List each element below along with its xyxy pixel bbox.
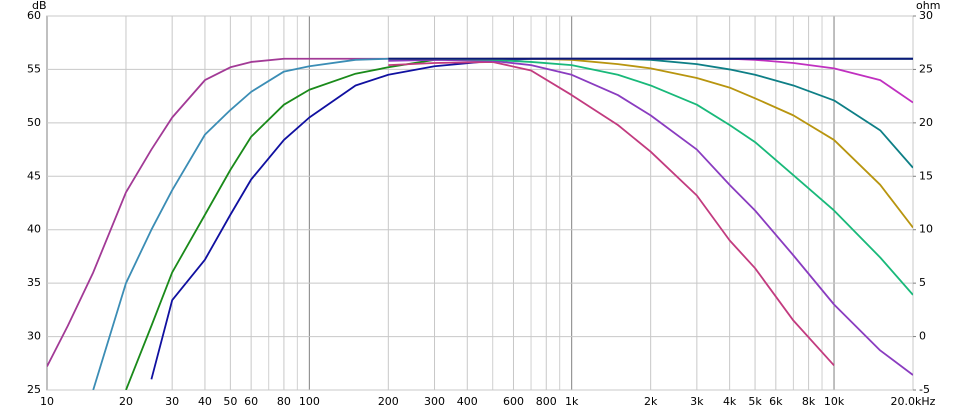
response-curve [388, 61, 835, 367]
y-tick-label: 40 [27, 223, 41, 236]
x-tick-label: 6k [769, 395, 783, 408]
y-tick-label: 35 [27, 276, 41, 289]
x-tick-label: 600 [503, 395, 524, 408]
y2-tick-label: 0 [919, 330, 926, 343]
y-tick-label: 60 [27, 9, 41, 22]
x-tick-label: 1k [565, 395, 579, 408]
y-tick-label: 25 [27, 383, 41, 396]
y-axis-label: dB [32, 0, 47, 12]
response-curve [388, 57, 913, 296]
x-tick-label: 80 [277, 395, 291, 408]
x-tick-label: 10k [824, 395, 845, 408]
x-tick-label: 10 [40, 395, 54, 408]
y-tick-label: 30 [27, 330, 41, 343]
x-tick-label: 400 [457, 395, 478, 408]
y2-tick-label: 15 [919, 169, 933, 182]
response-curve [388, 58, 913, 376]
x-tick-label: 30 [165, 395, 179, 408]
x-tick-label: 2k [644, 395, 658, 408]
y2-tick-label: -5 [919, 383, 930, 396]
x-tick-label: 3k [690, 395, 704, 408]
x-tick-label: 4k [723, 395, 737, 408]
x-tick-label: 50 [223, 395, 237, 408]
x-tick-label: 40 [198, 395, 212, 408]
x-tick-label: 200 [378, 395, 399, 408]
x-tick-label: 100 [299, 395, 320, 408]
y2-tick-label: 30 [919, 9, 933, 22]
x-tick-label: 20 [119, 395, 133, 408]
plot-area [46, 15, 914, 391]
y2-tick-label: 5 [919, 276, 926, 289]
x-tick-label: 5k [748, 395, 762, 408]
y2-tick-label: 20 [919, 116, 933, 129]
x-tick-label: 20.0kHz [891, 395, 936, 408]
x-tick-label: 300 [424, 395, 445, 408]
y2-axis-label: ohm [916, 0, 940, 12]
y2-tick-label: 25 [919, 62, 933, 75]
y-tick-label: 50 [27, 116, 41, 129]
x-tick-label: 8k [802, 395, 816, 408]
y2-tick-label: 10 [919, 223, 933, 236]
y-tick-label: 45 [27, 169, 41, 182]
x-tick-label: 800 [536, 395, 557, 408]
y-tick-label: 55 [27, 62, 41, 75]
x-tick-label: 60 [244, 395, 258, 408]
